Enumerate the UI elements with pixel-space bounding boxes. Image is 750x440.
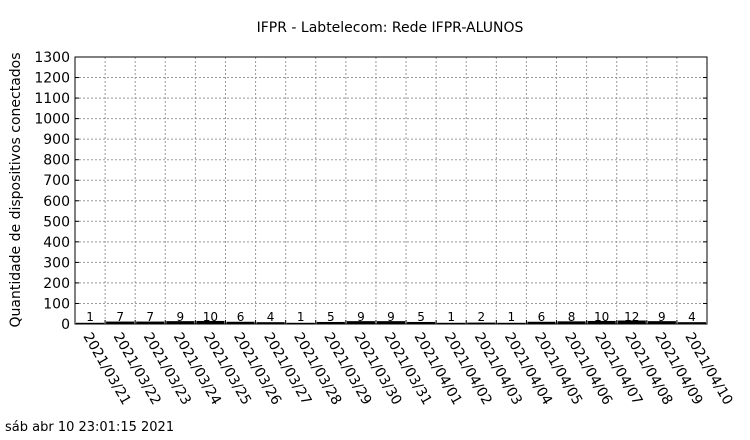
bar <box>677 322 706 324</box>
y-tick-label: 1100 <box>34 91 70 107</box>
bar <box>497 322 526 324</box>
bar-chart: IFPR - Labtelecom: Rede IFPR-ALUNOS Quan… <box>8 20 736 408</box>
bar <box>557 321 586 324</box>
data-label: 6 <box>237 310 245 324</box>
y-axis-label: Quantidade de dispositivos conectados <box>8 52 24 327</box>
y-tick-label: 1200 <box>34 71 70 87</box>
data-label: 9 <box>357 310 365 324</box>
data-label: 2 <box>477 310 485 324</box>
y-tick-label: 400 <box>43 235 70 251</box>
bar <box>376 321 406 324</box>
bar <box>166 321 195 324</box>
bar <box>647 321 676 324</box>
data-label: 1 <box>447 310 455 324</box>
bar <box>527 321 556 324</box>
y-tick-label: 700 <box>43 173 70 189</box>
data-label: 9 <box>658 310 666 324</box>
data-label: 7 <box>116 310 124 324</box>
y-tick-label: 1300 <box>34 50 70 66</box>
bar <box>196 320 225 324</box>
y-tick-label: 900 <box>43 132 70 148</box>
data-label: 10 <box>203 310 218 324</box>
data-label: 10 <box>594 310 609 324</box>
data-label: 4 <box>267 310 275 324</box>
data-label: 12 <box>624 310 639 324</box>
y-tick-label: 300 <box>43 255 70 271</box>
data-label: 5 <box>327 310 335 324</box>
bar <box>256 322 285 324</box>
bar <box>617 320 646 324</box>
data-label: 5 <box>417 310 425 324</box>
chart-title: IFPR - Labtelecom: Rede IFPR-ALUNOS <box>257 20 524 36</box>
y-tick-label: 1000 <box>34 112 70 128</box>
data-label: 4 <box>688 310 696 324</box>
y-tick-label: 600 <box>43 194 70 210</box>
bar <box>316 321 345 324</box>
bar <box>136 321 165 324</box>
y-tick-label: 0 <box>61 317 70 333</box>
data-label: 1 <box>297 310 305 324</box>
data-label: 9 <box>177 310 185 324</box>
footer-timestamp: sáb abr 10 23:01:15 2021 <box>5 420 175 435</box>
bar <box>587 320 616 324</box>
y-tick-label: 200 <box>43 276 70 292</box>
data-label: 1 <box>508 310 516 324</box>
bar <box>226 321 255 324</box>
bar <box>467 322 496 324</box>
data-label: 1 <box>86 310 94 324</box>
bar <box>437 322 466 324</box>
data-label: 6 <box>538 310 546 324</box>
bar <box>407 321 436 324</box>
plot-frame <box>74 56 708 325</box>
y-tick-label: 800 <box>43 153 70 169</box>
bar <box>76 322 105 324</box>
bar <box>106 321 135 324</box>
bar <box>346 321 375 324</box>
bar <box>286 322 315 324</box>
data-label: 7 <box>146 310 154 324</box>
y-tick-label: 500 <box>43 214 70 230</box>
data-label: 8 <box>568 310 576 324</box>
data-label: 9 <box>387 310 395 324</box>
y-tick-label: 100 <box>43 296 70 312</box>
